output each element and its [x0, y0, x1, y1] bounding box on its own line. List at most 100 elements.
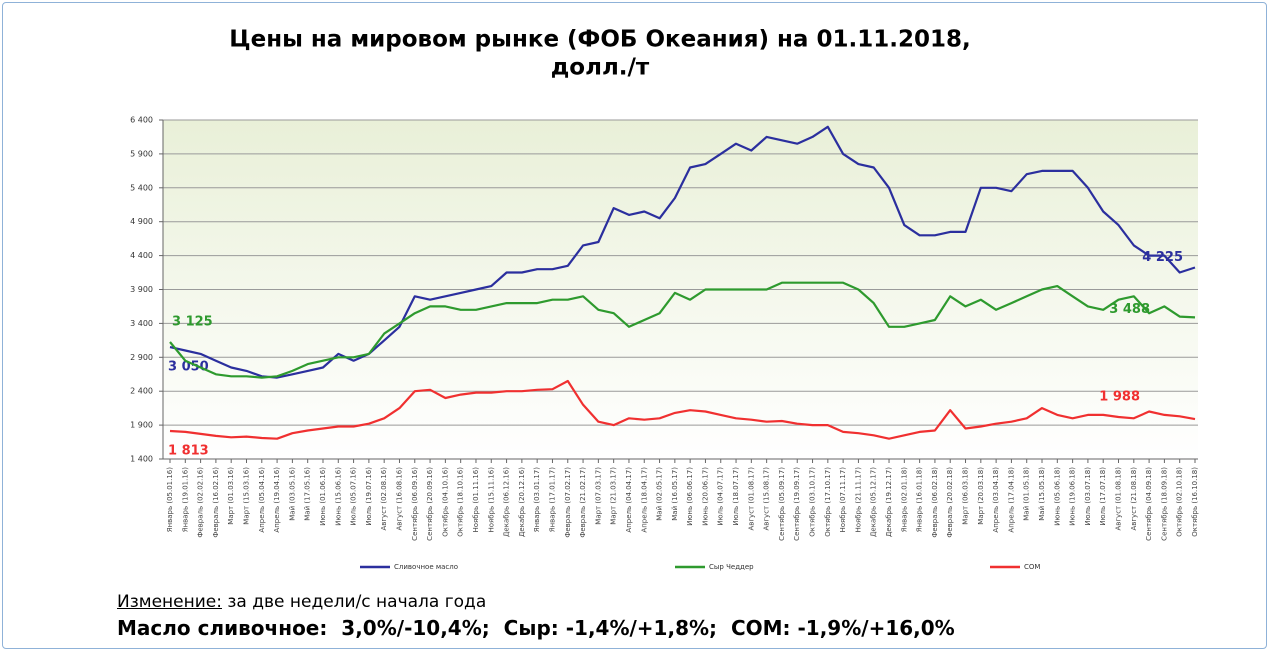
- x-tick-label: Февраль (20.02.18): [946, 467, 954, 538]
- x-tick-label: Октябрь (17.10.17): [824, 467, 832, 537]
- x-tick-label: Декабрь (20.12.16): [518, 467, 526, 537]
- x-tick-label: Август (15.08.17): [763, 467, 771, 531]
- chart-title: Цены на мировом рынке (ФОБ Океания) на 0…: [229, 27, 970, 53]
- x-tick-label: Август (16.08.16): [395, 467, 403, 531]
- x-tick-label: Июль (03.07.18): [1084, 467, 1092, 526]
- x-tick-label: Март (20.03.18): [977, 467, 985, 525]
- data-label: 1 988: [1099, 390, 1140, 405]
- x-tick-label: Февраль (06.02.18): [931, 467, 939, 538]
- x-tick-label: Сентябрь (05.09.17): [778, 467, 786, 541]
- x-tick-label: Май (17.05.16): [304, 467, 312, 521]
- x-tick-label: Апрель (04.04.17): [625, 467, 633, 533]
- legend-label: Сыр Чеддер: [709, 563, 754, 571]
- x-tick-label: Декабрь (19.12.17): [885, 467, 893, 537]
- legend-label: Сливочное масло: [394, 563, 458, 571]
- y-tick-label: 2 900: [130, 353, 153, 362]
- y-tick-label: 3 400: [130, 319, 153, 328]
- x-tick-label: Декабрь (05.12.17): [870, 467, 878, 537]
- y-tick-label: 4 900: [130, 217, 153, 226]
- x-tick-label: Март (01.03.16): [227, 467, 235, 525]
- x-tick-label: Июль (05.07.16): [350, 467, 358, 526]
- footer: Изменение: за две недели/с начала года М…: [117, 592, 955, 640]
- x-tick-label: Март (15.03.16): [242, 467, 250, 525]
- y-tick-label: 5 900: [130, 149, 153, 158]
- x-tick-label: Январь (16.01.18): [916, 467, 924, 533]
- x-tick-label: Сентябрь (18.09.18): [1160, 467, 1168, 541]
- x-tick-label: Июль (17.07.18): [1099, 467, 1107, 526]
- x-tick-label: Апрель (19.04.16): [273, 467, 281, 533]
- x-tick-label: Март (06.03.18): [962, 467, 970, 525]
- chart: Цены на мировом рынке (ФОБ Океания) на 0…: [130, 27, 1199, 572]
- x-tick-label: Январь (19.01.16): [181, 467, 189, 533]
- y-tick-label: 6 400: [130, 116, 153, 125]
- x-tick-label: Май (15.05.18): [1038, 467, 1046, 521]
- footer-lead: Изменение:: [117, 592, 222, 612]
- x-tick-label: Февраль (07.02.17): [564, 467, 572, 538]
- data-label: 3 125: [172, 315, 213, 330]
- x-tick-label: Январь (02.01.18): [900, 467, 908, 533]
- data-label: 3 050: [168, 360, 209, 375]
- x-tick-label: Октябрь (16.10.18): [1191, 467, 1199, 537]
- x-tick-label: Февраль (21.02.17): [579, 467, 587, 538]
- x-tick-label: Август (21.08.18): [1130, 467, 1138, 531]
- x-tick-label: Январь (17.01.17): [548, 467, 556, 533]
- x-tick-label: Июль (04.07.17): [717, 467, 725, 526]
- y-tick-label: 3 900: [130, 285, 153, 294]
- x-tick-label: Октябрь (02.10.18): [1176, 467, 1184, 537]
- data-label: 3 488: [1109, 302, 1150, 317]
- x-tick-label: Май (16.05.17): [671, 467, 679, 521]
- y-tick-label: 4 400: [130, 251, 153, 260]
- x-tick-label: Июнь (15.06.16): [334, 467, 342, 526]
- x-tick-label: Ноябрь (01.11.16): [472, 467, 480, 533]
- x-tick-label: Август (02.08.16): [380, 467, 388, 531]
- chart-subtitle: долл./т: [551, 55, 650, 81]
- x-tick-label: Апрель (05.04.16): [258, 467, 266, 533]
- y-tick-label: 1 900: [130, 421, 153, 430]
- x-tick-label: Май (01.05.18): [1023, 467, 1031, 521]
- x-tick-label: Июнь (05.06.18): [1053, 467, 1061, 526]
- x-tick-label: Июнь (06.06.17): [686, 467, 694, 526]
- y-tick-label: 5 400: [130, 183, 153, 192]
- x-tick-label: Сентябрь (04.09.18): [1145, 467, 1153, 541]
- series-line: [169, 281, 1196, 379]
- x-tick-label: Март (07.03.17): [594, 467, 602, 525]
- legend-label: СОМ: [1024, 563, 1040, 571]
- x-tick-label: Июнь (19.06.18): [1069, 467, 1077, 526]
- x-tick-label: Июль (18.07.17): [732, 467, 740, 526]
- x-tick-label: Декабрь (06.12.16): [503, 467, 511, 537]
- x-tick-label: Сентябрь (06.09.16): [411, 467, 419, 541]
- footer-line: Изменение: за две недели/с начала года: [117, 592, 955, 612]
- x-tick-label: Октябрь (18.10.16): [457, 467, 465, 537]
- x-tick-label: Январь (03.01.17): [533, 467, 541, 533]
- x-tick-label: Ноябрь (15.11.16): [487, 467, 495, 533]
- x-tick-label: Апрель (18.04.17): [640, 467, 648, 533]
- x-tick-label: Июль (19.07.16): [365, 467, 373, 526]
- x-tick-label: Ноябрь (07.11.17): [839, 467, 847, 533]
- x-tick-label: Апрель (03.04.18): [992, 467, 1000, 533]
- x-tick-label: Октябрь (03.10.17): [809, 467, 817, 537]
- x-tick-label: Август (01.08.18): [1115, 467, 1123, 531]
- x-tick-label: Сентябрь (20.09.16): [426, 467, 434, 541]
- footer-note: за две недели/с начала года: [221, 592, 487, 612]
- x-tick-label: Июнь (01.06.16): [319, 467, 327, 526]
- x-tick-label: Февраль (16.02.16): [212, 467, 220, 538]
- y-tick-label: 1 400: [130, 455, 153, 464]
- x-tick-label: Июнь (20.06.17): [701, 467, 709, 526]
- x-tick-label: Апрель (17.04.18): [1007, 467, 1015, 533]
- x-tick-label: Май (03.05.16): [288, 467, 296, 521]
- x-tick-label: Сентябрь (19.09.17): [793, 467, 801, 541]
- y-tick-label: 2 400: [130, 387, 153, 396]
- x-tick-label: Октябрь (04.10.16): [441, 467, 449, 537]
- x-tick-label: Февраль (02.02.16): [197, 467, 205, 538]
- x-tick-label: Ноябрь (21.11.17): [854, 467, 862, 533]
- series-line: [169, 379, 1196, 440]
- footer-summary: Масло сливочное: 3,0%/-10,4%; Сыр: -1,4%…: [117, 616, 955, 640]
- data-label: 1 813: [168, 443, 209, 458]
- x-tick-label: Май (02.05.17): [656, 467, 664, 521]
- data-label: 4 225: [1142, 250, 1183, 265]
- series-line: [169, 125, 1196, 379]
- x-tick-label: Март (21.03.17): [610, 467, 618, 525]
- x-tick-label: Январь (05.01.16): [166, 467, 174, 533]
